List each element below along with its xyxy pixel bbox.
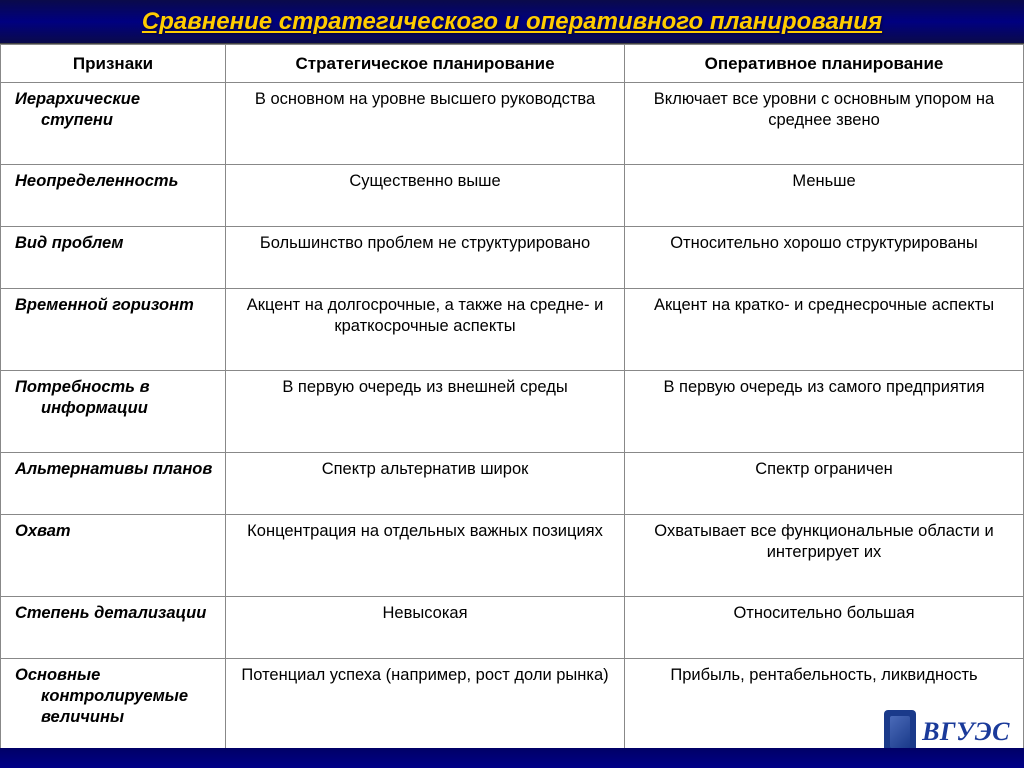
table-row: Вид проблемБольшинство проблем не структ… bbox=[1, 227, 1024, 289]
strategic-cell: В первую очередь из внешней среды bbox=[226, 371, 625, 453]
table-row: ОсновныеконтролируемыевеличиныПотенциал … bbox=[1, 659, 1024, 751]
title-bar: Сравнение стратегического и оперативного… bbox=[0, 0, 1024, 44]
operational-cell: Охватывает все функциональные области и … bbox=[625, 515, 1024, 597]
strategic-cell: Потенциал успеха (например, рост доли ры… bbox=[226, 659, 625, 751]
table-row: ИерархическиеступениВ основном на уровне… bbox=[1, 83, 1024, 165]
attribute-cell: Охват bbox=[1, 515, 226, 597]
table-header-row: Признаки Стратегическое планирование Опе… bbox=[1, 45, 1024, 83]
page-title: Сравнение стратегического и оперативного… bbox=[142, 8, 882, 36]
col-header-operational: Оперативное планирование bbox=[625, 45, 1024, 83]
operational-cell: Меньше bbox=[625, 165, 1024, 227]
table-row: Потребность винформацииВ первую очередь … bbox=[1, 371, 1024, 453]
operational-cell: Относительно большая bbox=[625, 597, 1024, 659]
table-row: Альтернативы плановСпектр альтернатив ши… bbox=[1, 453, 1024, 515]
operational-cell: Относительно хорошо структурированы bbox=[625, 227, 1024, 289]
attribute-cell: Основныеконтролируемыевеличины bbox=[1, 659, 226, 751]
strategic-cell: Невысокая bbox=[226, 597, 625, 659]
strategic-cell: Существенно выше bbox=[226, 165, 625, 227]
attribute-cell: Вид проблем bbox=[1, 227, 226, 289]
strategic-cell: В основном на уровне высшего руководства bbox=[226, 83, 625, 165]
operational-cell: Акцент на кратко- и среднесрочные аспект… bbox=[625, 289, 1024, 371]
col-header-attributes: Признаки bbox=[1, 45, 226, 83]
attribute-cell: Альтернативы планов bbox=[1, 453, 226, 515]
operational-cell: Включает все уровни с основным упором на… bbox=[625, 83, 1024, 165]
table-row: НеопределенностьСущественно вышеМеньше bbox=[1, 165, 1024, 227]
attribute-cell: Временной горизонт bbox=[1, 289, 226, 371]
attribute-cell: Иерархическиеступени bbox=[1, 83, 226, 165]
comparison-table-container: Признаки Стратегическое планирование Опе… bbox=[0, 44, 1024, 751]
table-row: ОхватКонцентрация на отдельных важных по… bbox=[1, 515, 1024, 597]
operational-cell: Спектр ограничен bbox=[625, 453, 1024, 515]
logo-text: ВГУЭС bbox=[922, 717, 1010, 747]
attribute-cell: Неопределенность bbox=[1, 165, 226, 227]
strategic-cell: Акцент на долгосрочные, а также на средн… bbox=[226, 289, 625, 371]
table-row: Степень детализацииНевысокаяОтносительно… bbox=[1, 597, 1024, 659]
operational-cell: В первую очередь из самого предприятия bbox=[625, 371, 1024, 453]
strategic-cell: Большинство проблем не структурировано bbox=[226, 227, 625, 289]
table-row: Временной горизонтАкцент на долгосрочные… bbox=[1, 289, 1024, 371]
attribute-cell: Степень детализации bbox=[1, 597, 226, 659]
strategic-cell: Спектр альтернатив широк bbox=[226, 453, 625, 515]
comparison-table: Признаки Стратегическое планирование Опе… bbox=[0, 44, 1024, 751]
attribute-cell: Потребность винформации bbox=[1, 371, 226, 453]
footer-bar bbox=[0, 748, 1024, 768]
col-header-strategic: Стратегическое планирование bbox=[226, 45, 625, 83]
strategic-cell: Концентрация на отдельных важных позиция… bbox=[226, 515, 625, 597]
